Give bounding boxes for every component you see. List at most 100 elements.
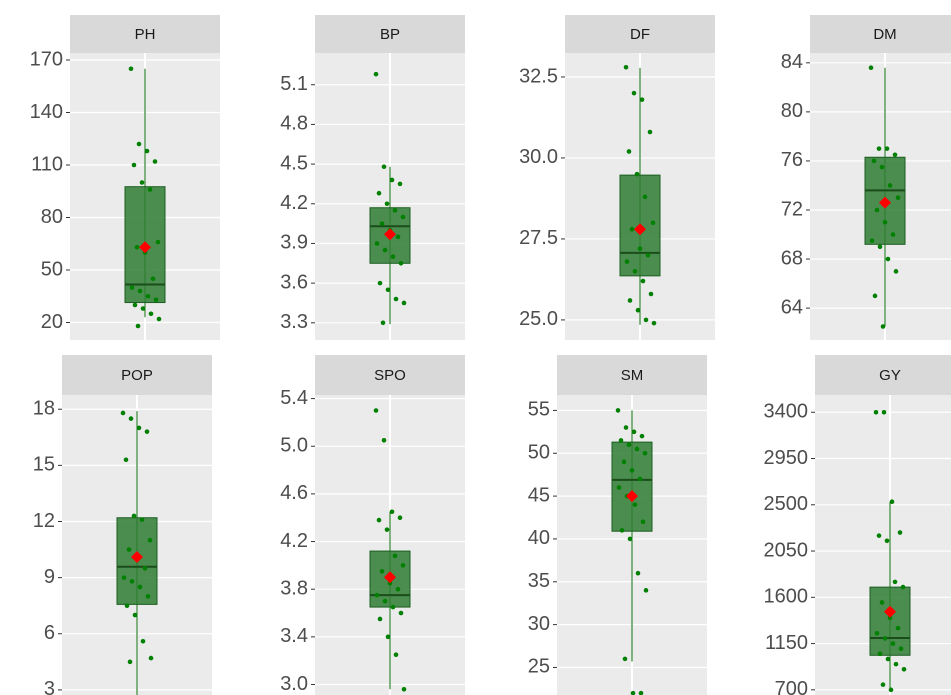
- y-tick-label: 3.0: [280, 673, 308, 695]
- point: [382, 247, 388, 253]
- y-tick-label: 76: [781, 149, 803, 171]
- y-tick-label: 4.2: [280, 192, 308, 214]
- point: [890, 232, 896, 237]
- point: [877, 651, 883, 657]
- y-tick-label: 5.4: [280, 387, 308, 409]
- point: [874, 207, 880, 213]
- point: [389, 509, 395, 515]
- y-tick-label: 9: [44, 566, 55, 588]
- strip-background: [315, 15, 465, 53]
- strip-label: POP: [121, 367, 153, 384]
- point: [615, 408, 621, 413]
- point: [893, 661, 899, 667]
- point: [887, 615, 893, 621]
- point: [393, 296, 399, 302]
- point: [876, 533, 882, 538]
- point: [635, 570, 641, 576]
- point: [392, 553, 398, 559]
- point: [890, 641, 896, 646]
- y-tick-label: 72: [781, 198, 803, 220]
- point: [134, 244, 140, 250]
- y-tick-label: 700: [775, 678, 808, 695]
- point: [895, 625, 901, 631]
- y-tick-label: 4.5: [280, 152, 308, 174]
- point: [626, 442, 632, 447]
- point: [384, 527, 390, 532]
- mean-marker: [626, 490, 638, 503]
- point: [155, 239, 161, 245]
- point: [389, 177, 395, 183]
- y-tick-label: 3.6: [280, 271, 308, 293]
- strip-background: [810, 15, 951, 53]
- point: [385, 634, 391, 640]
- point: [148, 655, 154, 661]
- mean-marker: [884, 605, 896, 618]
- strip-background: [62, 355, 212, 395]
- y-tick-label: 1600: [764, 586, 809, 608]
- point: [150, 276, 156, 282]
- point: [630, 690, 636, 695]
- y-tick-label: 15: [33, 454, 55, 476]
- y-tick-label: 2950: [764, 447, 809, 469]
- point: [377, 280, 383, 286]
- point: [128, 66, 134, 72]
- strip-background: [565, 15, 715, 53]
- point: [140, 306, 146, 311]
- point: [868, 65, 874, 71]
- y-tick-label: 18: [33, 398, 55, 420]
- y-tick-label: 2500: [764, 493, 809, 515]
- point: [877, 244, 883, 250]
- point: [627, 536, 633, 542]
- point: [390, 604, 396, 610]
- point: [137, 288, 143, 294]
- strip-label: DM: [873, 26, 896, 43]
- y-tick-label: 3.3: [280, 311, 308, 333]
- y-tick-label: 4.8: [280, 113, 308, 135]
- strip-label: DF: [630, 26, 650, 43]
- point: [398, 610, 404, 616]
- point: [145, 594, 151, 599]
- point: [147, 187, 153, 192]
- point: [392, 208, 398, 213]
- strip-label: SPO: [374, 367, 406, 384]
- y-tick-label: 50: [41, 258, 63, 280]
- y-tick-label: 140: [30, 101, 63, 123]
- point: [629, 468, 635, 473]
- point: [640, 519, 646, 525]
- point: [136, 425, 142, 431]
- point: [640, 278, 646, 284]
- point: [373, 408, 379, 413]
- y-tick-label: 6: [44, 622, 55, 644]
- point: [144, 148, 150, 154]
- point: [882, 219, 888, 225]
- y-tick-label: 25.0: [519, 308, 558, 330]
- point: [626, 149, 632, 154]
- point: [887, 183, 893, 188]
- point: [390, 254, 396, 259]
- point: [635, 307, 641, 313]
- y-tick-label: 64: [781, 296, 803, 318]
- point: [872, 293, 878, 299]
- point: [132, 612, 138, 618]
- y-tick-label: 20: [41, 311, 63, 333]
- point: [879, 164, 885, 170]
- y-tick-label: 3.8: [280, 577, 308, 599]
- point: [145, 293, 151, 299]
- point: [876, 146, 882, 151]
- point: [647, 129, 653, 135]
- point: [374, 592, 380, 598]
- strip-background: [70, 15, 220, 53]
- y-tick-label: 32.5: [519, 65, 558, 87]
- point: [120, 410, 126, 416]
- point: [648, 291, 654, 297]
- point: [634, 446, 640, 452]
- y-tick-label: 30: [528, 613, 550, 635]
- point: [639, 97, 645, 102]
- point: [131, 162, 137, 168]
- point: [129, 285, 135, 290]
- point: [881, 409, 887, 415]
- point: [898, 646, 904, 652]
- point: [627, 298, 633, 303]
- point: [144, 429, 150, 434]
